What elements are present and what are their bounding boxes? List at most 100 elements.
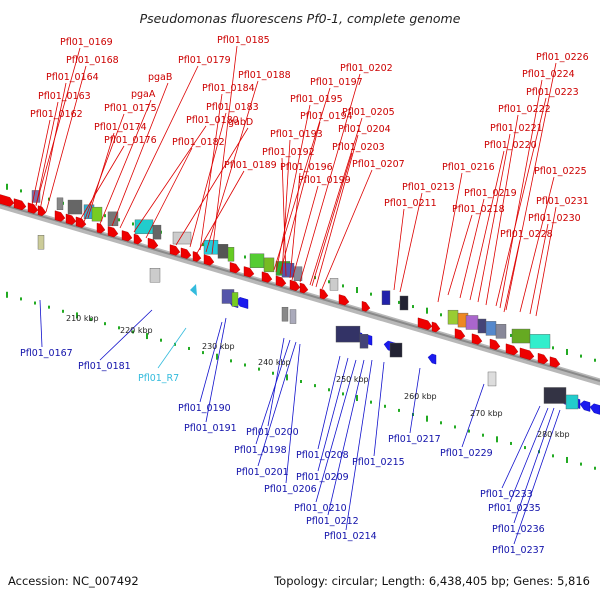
forward-track-tick xyxy=(440,313,442,317)
forward-gene-label: Pfl01_0197 xyxy=(310,77,363,88)
forward-label-leader xyxy=(87,132,115,219)
reverse-gene-label: Pfl01_0181 xyxy=(78,361,131,372)
forward-label-leader xyxy=(495,97,547,307)
forward-gene-label: Pfl01_0231 xyxy=(536,196,589,207)
genome-backbone-core xyxy=(0,203,600,382)
forward-label-leader xyxy=(189,112,227,248)
reverse-gene-label: Pfl01_0214 xyxy=(324,531,377,542)
reverse-feature-box xyxy=(289,309,297,324)
reverse-track-tick xyxy=(566,456,568,463)
scale-tick-label: 210 kbp xyxy=(66,314,99,323)
forward-gene-label: Pfl01_0183 xyxy=(206,102,259,113)
forward-gene-label: Pfl01_0185 xyxy=(217,35,270,46)
forward-label-leader xyxy=(79,145,125,221)
forward-track-tick xyxy=(132,222,134,226)
reverse-label-leader xyxy=(513,407,555,524)
forward-gene-arrow xyxy=(471,333,483,345)
forward-track-tick xyxy=(20,189,22,193)
forward-feature-box xyxy=(329,278,339,291)
forward-gene-arrow xyxy=(121,230,133,242)
reverse-feature-box xyxy=(335,325,361,343)
reverse-label-leader xyxy=(327,359,365,516)
reverse-track-tick xyxy=(482,433,484,437)
forward-gene-arrow xyxy=(519,347,535,361)
forward-gene-arrow xyxy=(147,237,159,250)
forward-gene-label: Pfl01_0193 xyxy=(270,129,323,140)
forward-feature-box xyxy=(227,247,235,262)
reverse-gene-label: Pfl01_0201 xyxy=(236,467,289,478)
forward-label-leader xyxy=(505,62,557,311)
reverse-label-leader xyxy=(257,341,297,467)
forward-track-tick xyxy=(6,183,8,190)
reverse-track-tick xyxy=(328,388,330,392)
forward-gene-label: Pfl01_0195 xyxy=(290,94,343,105)
reverse-label-leader xyxy=(317,357,349,472)
accession-text: Accession: NC_007492 xyxy=(8,574,139,588)
forward-gene-label: Pfl01_0203 xyxy=(332,142,385,153)
reverse-track-tick xyxy=(594,466,596,470)
forward-label-leader xyxy=(477,133,511,303)
forward-gene-arrow xyxy=(0,194,15,207)
reverse-gene-label: Pfl01_0212 xyxy=(306,516,359,527)
reverse-track-tick xyxy=(188,346,190,350)
forward-gene-label: Pfl01_0211 xyxy=(384,198,437,209)
reverse-gene-arrow xyxy=(579,400,591,412)
forward-gene-arrow xyxy=(65,213,77,225)
reverse-track-tick xyxy=(496,436,498,443)
forward-label-leader xyxy=(31,119,51,206)
forward-gene-label: Pfl01_0175 xyxy=(104,103,157,114)
reverse-feature-box xyxy=(389,342,403,358)
forward-label-leader xyxy=(99,99,152,225)
forward-gene-arrow xyxy=(107,226,119,238)
forward-label-leader xyxy=(485,114,519,306)
scale-tick-label: 240 kbp xyxy=(258,358,291,367)
forward-gene-arrow xyxy=(289,279,301,292)
topology-text: Topology: circular; Length: 6,438,405 bp… xyxy=(273,574,590,588)
forward-label-leader xyxy=(281,139,291,275)
forward-gene-arrow xyxy=(203,254,215,266)
forward-label-leader xyxy=(447,214,473,296)
reverse-track-tick xyxy=(580,462,582,466)
forward-feature-box xyxy=(495,324,507,339)
forward-gene-label: Pfl01_0207 xyxy=(352,159,405,170)
forward-feature-box xyxy=(203,239,219,255)
reverse-gene-label: Pfl01_0215 xyxy=(352,457,405,468)
forward-label-leader xyxy=(199,93,223,251)
scale-tick-label: 280 kbp xyxy=(537,430,570,439)
forward-label-leader xyxy=(45,65,87,213)
reverse-gene-label: Pfl01_0190 xyxy=(178,403,231,414)
forward-label-leader xyxy=(499,79,543,309)
reverse-track-tick xyxy=(160,338,162,342)
reverse-track-tick xyxy=(146,333,148,340)
forward-track-tick xyxy=(244,255,246,259)
forward-track-tick xyxy=(510,333,512,337)
forward-gene-label: Pfl01_0184 xyxy=(202,83,255,94)
reverse-track-tick xyxy=(524,446,526,450)
scale-tick-label: 260 kbp xyxy=(404,392,437,401)
forward-feature-box xyxy=(31,190,41,203)
reverse-track-tick xyxy=(552,454,554,458)
forward-gene-label: Pfl01_0162 xyxy=(30,109,83,120)
forward-feature-box xyxy=(529,334,551,349)
forward-gene-label: pgaA xyxy=(131,89,156,100)
reverse-track-tick xyxy=(370,400,372,404)
reverse-label-leader xyxy=(285,343,301,484)
reverse-gene-arrow xyxy=(589,403,600,415)
forward-label-leader xyxy=(289,172,301,279)
reverse-feature-box xyxy=(487,371,497,387)
reverse-label-leader xyxy=(461,383,485,448)
map-title: Pseudomonas fluorescens Pf0-1, complete … xyxy=(140,11,461,26)
forward-label-leader xyxy=(111,82,169,227)
forward-gene-label: Pfl01_0220 xyxy=(484,140,537,151)
reverse-label-leader xyxy=(373,361,385,457)
reverse-track-tick xyxy=(384,404,386,408)
forward-gene-label: gabD xyxy=(228,117,253,128)
forward-gene-label: Pfl01_0216 xyxy=(442,162,495,173)
forward-label-leader xyxy=(145,147,193,239)
forward-gene-arrow xyxy=(13,198,27,211)
reverse-gene-label: Pfl01_0209 xyxy=(296,472,349,483)
forward-gene-arrow xyxy=(319,288,329,300)
forward-gene-label: Pfl01_0219 xyxy=(464,188,517,199)
rna-gene-label: Pfl01_R7 xyxy=(138,373,179,384)
